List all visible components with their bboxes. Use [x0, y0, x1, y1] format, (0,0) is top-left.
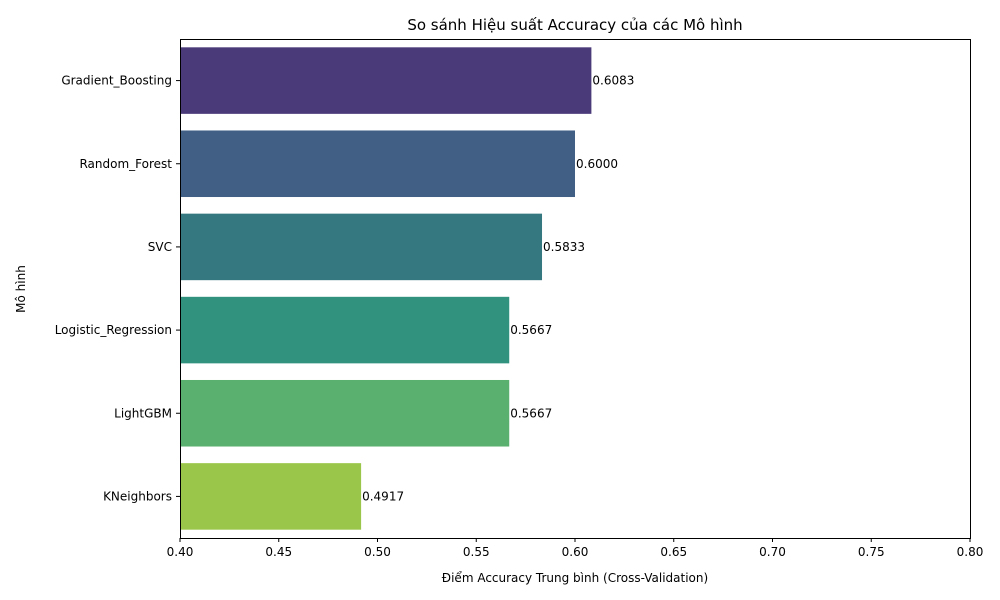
data-label-KNeighbors: 0.4917 — [362, 489, 404, 503]
bar-LightGBM — [180, 379, 510, 447]
y-tick-label-SVC: SVC — [148, 240, 172, 254]
x-tick-label: 0.55 — [463, 545, 490, 559]
x-tick-label: 0.40 — [167, 545, 194, 559]
y-tick-label-Logistic_Regression: Logistic_Regression — [55, 323, 172, 337]
bar-Gradient_Boosting — [180, 47, 592, 114]
bar-KNeighbors — [180, 463, 362, 530]
bar-Logistic_Regression — [180, 296, 510, 364]
y-tick-label-KNeighbors: KNeighbors — [103, 489, 172, 503]
data-label-Logistic_Regression: 0.5667 — [510, 323, 552, 337]
plot-frame — [180, 39, 971, 539]
data-label-Random_Forest: 0.6000 — [576, 157, 618, 171]
x-tick-label: 0.70 — [759, 545, 786, 559]
bar-Random_Forest — [180, 130, 575, 198]
bars-layer: 0.6083 0.6000 0.5833 0.5667 0.5667 0.4917 — [180, 47, 634, 530]
y-tick-label-Random_Forest: Random_Forest — [79, 157, 172, 171]
x-tick-label: 0.75 — [858, 545, 885, 559]
x-tick-label: 0.65 — [660, 545, 687, 559]
x-tick-label: 0.80 — [957, 545, 984, 559]
bar-SVC — [180, 213, 543, 281]
x-tick-label: 0.60 — [562, 545, 589, 559]
y-tick-label-Gradient_Boosting: Gradient_Boosting — [61, 74, 172, 88]
data-label-SVC: 0.5833 — [543, 240, 585, 254]
x-axis-label: Điểm Accuracy Trung bình (Cross-Validati… — [442, 571, 708, 585]
chart-title: So sánh Hiệu suất Accuracy của các Mô hì… — [407, 16, 742, 34]
data-label-Gradient_Boosting: 0.6083 — [592, 74, 634, 88]
data-label-LightGBM: 0.5667 — [510, 406, 552, 420]
y-tick-label-LightGBM: LightGBM — [114, 406, 172, 420]
x-tick-label: 0.50 — [364, 545, 391, 559]
ticks-layer: Gradient_Boosting Random_Forest SVC Logisti… — [55, 74, 984, 559]
y-axis-label: Mô hình — [14, 265, 28, 313]
x-tick-label: 0.45 — [265, 545, 292, 559]
